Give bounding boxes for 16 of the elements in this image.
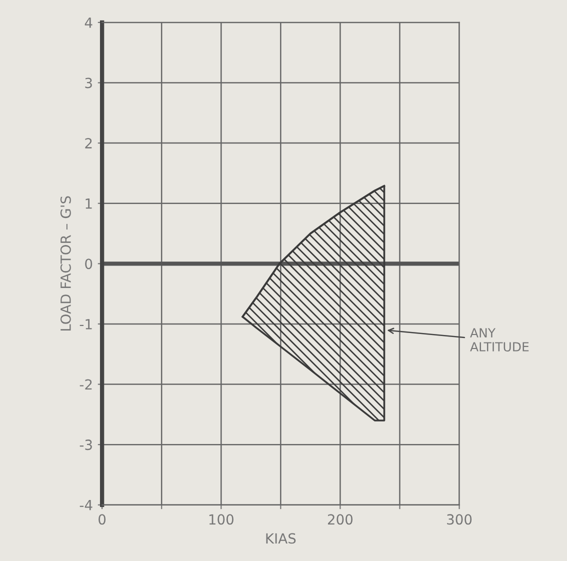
y-tick-label: 2 [85,138,92,148]
x-tick-label: 200 [328,514,353,525]
y-tick-label: 1 [86,198,92,209]
x-axis-title: KIAS [266,533,296,544]
y-tick-label: 0 [85,258,92,270]
x-tick-label: 100 [209,514,234,525]
annotation: ANY ALTITUDE [470,328,529,352]
x-tick-label: 300 [447,514,472,525]
x-tick-label: 0 [98,514,106,525]
y-tick-label: -1 [80,319,92,330]
y-axis-title: LOAD FACTOR – G'S [60,196,71,331]
y-tick-label: 4 [84,18,92,28]
y-tick-label: -3 [80,440,92,450]
y-tick-label: -2 [80,379,92,390]
y-tick-label: 3 [85,78,92,88]
y-tick-label: -4 [80,500,92,510]
